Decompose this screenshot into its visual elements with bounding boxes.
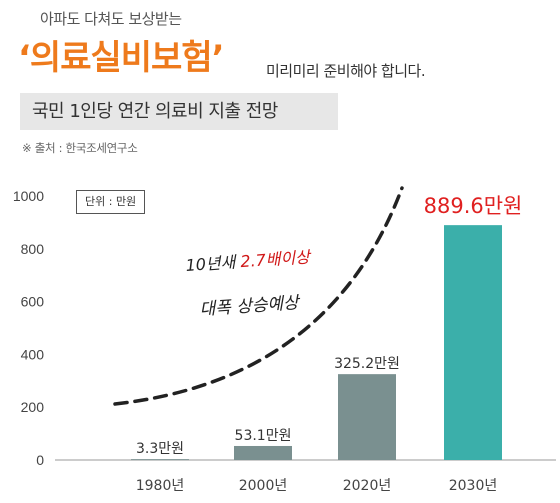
annotation-line-2: 대폭 상승예상 — [199, 293, 302, 320]
bars — [131, 225, 502, 461]
annotation-line-1: 10년새 2.7배이상 — [185, 247, 313, 275]
y-tick-label: 1000 — [13, 188, 44, 204]
bar-value-label: 889.6만원 — [424, 194, 523, 218]
headline-suffix: 미리미리 준비해야 합니다. — [266, 62, 426, 80]
x-axis-labels: 1980년 2000년 2020년 2030년 — [136, 478, 498, 494]
y-tick-label: 600 — [21, 294, 45, 310]
x-tick-label: 2020년 — [343, 478, 392, 494]
annotation-red-text: 2.7배이상 — [240, 247, 313, 271]
y-tick-label: 200 — [21, 399, 45, 415]
headline-title: ‘의료실비보험’ — [18, 38, 225, 78]
source-note: ※ 출처 : 한국조세연구소 — [22, 141, 138, 155]
bar-2000년 — [234, 445, 292, 460]
bar-value-label: 325.2만원 — [334, 356, 400, 372]
bar-value-labels: 3.3만원 53.1만원 325.2만원 889.6만원 — [136, 194, 522, 457]
y-axis-labels: 0 200 400 600 800 1000 — [13, 188, 44, 468]
bar-1980년 — [131, 459, 189, 461]
bar-2030년 — [444, 225, 502, 460]
bar-value-label: 3.3만원 — [136, 441, 184, 457]
y-tick-label: 800 — [21, 241, 45, 257]
y-tick-label: 0 — [36, 452, 44, 468]
x-tick-label: 1980년 — [136, 478, 185, 494]
y-tick-label: 400 — [21, 346, 45, 362]
growth-trend-curve — [113, 186, 404, 406]
intro-text: 아파도 다쳐도 보상받는 — [40, 10, 182, 28]
bar-value-label: 53.1만원 — [235, 428, 292, 444]
chart-subtitle: 국민 1인당 연간 의료비 지출 전망 — [20, 93, 338, 130]
unit-label: 단위 : 만원 — [76, 190, 146, 214]
annotation-black-text: 10년새 — [185, 252, 241, 275]
bar-2020년 — [338, 374, 396, 460]
x-tick-label: 2000년 — [239, 478, 288, 494]
x-tick-label: 2030년 — [449, 478, 498, 494]
